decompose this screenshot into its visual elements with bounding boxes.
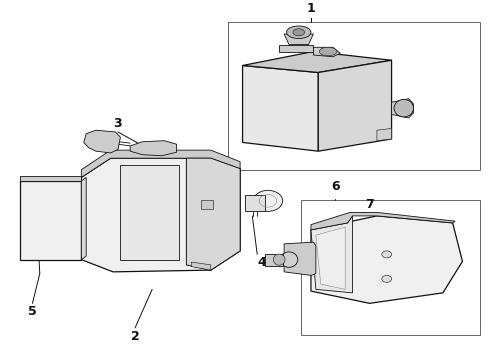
Polygon shape: [377, 129, 392, 141]
Polygon shape: [311, 212, 455, 230]
Polygon shape: [245, 195, 265, 211]
Bar: [301, 200, 480, 335]
Polygon shape: [284, 34, 314, 45]
Ellipse shape: [273, 254, 285, 265]
Ellipse shape: [394, 99, 414, 117]
Polygon shape: [316, 227, 345, 289]
Polygon shape: [243, 66, 318, 151]
Polygon shape: [130, 141, 176, 156]
Polygon shape: [284, 242, 316, 275]
Ellipse shape: [319, 47, 337, 56]
Text: 3: 3: [114, 117, 122, 130]
Ellipse shape: [293, 29, 305, 36]
Ellipse shape: [287, 26, 311, 39]
Polygon shape: [191, 262, 211, 270]
Text: 6: 6: [331, 180, 340, 193]
Polygon shape: [201, 200, 213, 209]
Polygon shape: [318, 60, 392, 151]
Polygon shape: [243, 51, 392, 72]
Polygon shape: [265, 254, 283, 266]
Polygon shape: [81, 177, 86, 260]
Polygon shape: [186, 158, 240, 270]
Polygon shape: [279, 45, 314, 52]
Text: 2: 2: [131, 329, 140, 343]
Ellipse shape: [253, 190, 283, 211]
Polygon shape: [311, 216, 463, 303]
Text: 7: 7: [365, 198, 373, 211]
Polygon shape: [121, 165, 179, 260]
Polygon shape: [392, 99, 414, 118]
Polygon shape: [314, 47, 340, 57]
Bar: [228, 22, 480, 170]
Ellipse shape: [280, 252, 298, 267]
Polygon shape: [20, 176, 81, 181]
Polygon shape: [20, 181, 81, 260]
Text: 4: 4: [258, 256, 267, 269]
Polygon shape: [84, 130, 121, 153]
Text: 1: 1: [307, 2, 316, 15]
Polygon shape: [186, 158, 240, 270]
Ellipse shape: [382, 251, 392, 258]
Polygon shape: [311, 216, 352, 293]
Ellipse shape: [382, 275, 392, 282]
Polygon shape: [81, 150, 240, 177]
Text: 5: 5: [28, 305, 37, 318]
Polygon shape: [81, 158, 240, 272]
